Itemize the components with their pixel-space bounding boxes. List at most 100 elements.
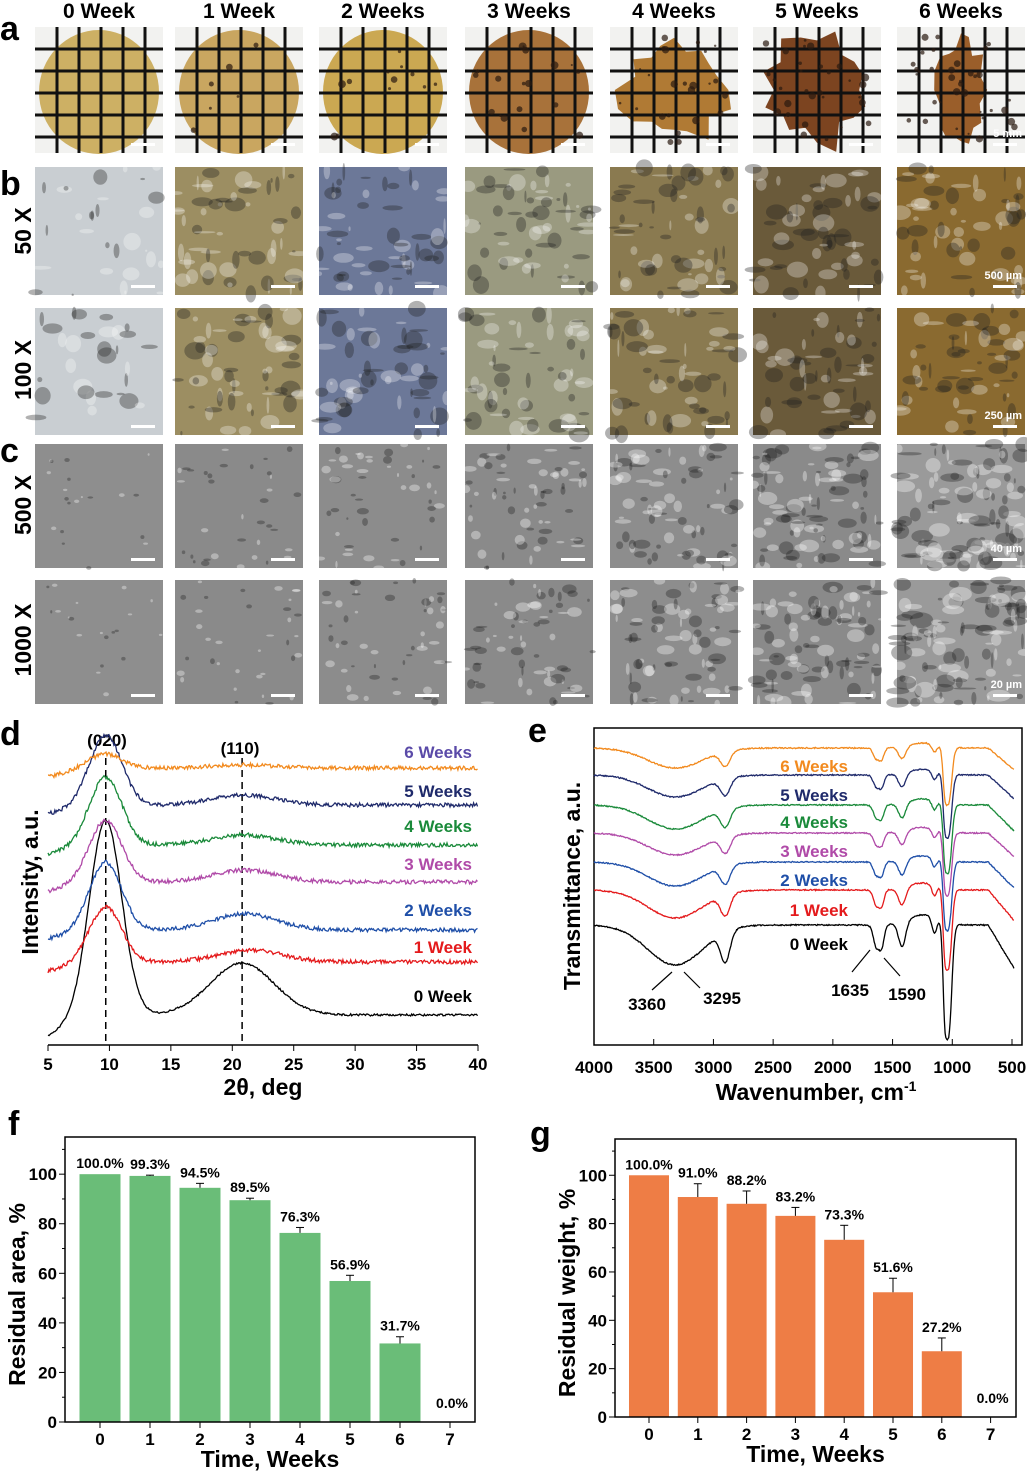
texture (832, 539, 844, 550)
dark-spot (973, 74, 977, 79)
texture (75, 601, 79, 604)
texture (413, 396, 432, 400)
texture (156, 291, 164, 295)
data-label: 94.5% (180, 1164, 220, 1180)
texture (857, 611, 861, 617)
texture (330, 508, 340, 513)
texture (569, 446, 582, 450)
data-label: 51.6% (873, 1259, 913, 1275)
texture (923, 630, 932, 636)
texture (1002, 495, 1008, 505)
texture (428, 596, 435, 603)
texture (853, 538, 864, 549)
texture (45, 224, 49, 236)
texture (860, 511, 867, 524)
texture (557, 372, 567, 381)
texture (999, 379, 1015, 382)
texture (393, 239, 411, 253)
texture (565, 182, 571, 187)
texture (256, 520, 265, 525)
texture (143, 542, 148, 545)
dark-spot (981, 116, 984, 120)
texture (356, 508, 369, 515)
texture (183, 252, 192, 270)
texture (568, 461, 581, 465)
texture (895, 176, 917, 182)
texture (860, 506, 865, 510)
texture (338, 273, 346, 277)
texture (520, 424, 540, 435)
texture (998, 599, 1003, 603)
texture (822, 535, 826, 543)
micrograph (319, 308, 447, 435)
texture (826, 239, 833, 248)
texture (176, 480, 185, 483)
dark-spot (915, 73, 918, 76)
x-tick-label: 7 (986, 1425, 995, 1444)
texture (440, 660, 453, 664)
photo-b-1 (168, 162, 310, 303)
texture (957, 560, 970, 572)
texture (298, 277, 303, 291)
texture (673, 500, 682, 513)
texture (321, 465, 331, 474)
texture (920, 272, 927, 289)
texture (115, 345, 119, 355)
y-axis-title: Residual weight, % (554, 1189, 580, 1397)
texture (390, 558, 400, 562)
texture (993, 383, 1000, 388)
texture (234, 700, 239, 704)
dark-spot (766, 72, 771, 77)
texture (203, 558, 211, 561)
texture (430, 407, 449, 425)
texture (640, 260, 656, 277)
texture (316, 271, 323, 277)
dark-spot (803, 44, 806, 48)
texture (410, 388, 413, 398)
column-header: 6 Weeks (919, 0, 1003, 23)
texture (902, 375, 922, 385)
texture (248, 250, 266, 265)
texture (550, 673, 566, 684)
texture (469, 504, 473, 508)
x-tick-label: 20 (223, 1055, 242, 1074)
texture (326, 510, 332, 517)
texture (538, 469, 548, 477)
texture (290, 206, 301, 219)
texture (469, 314, 485, 327)
texture (185, 656, 190, 661)
texture (830, 485, 836, 491)
texture (891, 644, 913, 661)
texture (921, 538, 925, 545)
texture (284, 548, 293, 552)
texture (724, 685, 730, 693)
panel-label-a: a (0, 10, 20, 48)
texture (723, 505, 739, 515)
texture (494, 372, 510, 388)
texture (647, 350, 664, 354)
texture (430, 235, 448, 250)
y-tick-label: 40 (588, 1311, 607, 1330)
texture (256, 674, 263, 679)
texture (1014, 282, 1022, 299)
texture (772, 239, 794, 251)
axis-frame (64, 1136, 476, 1423)
texture (918, 386, 929, 391)
texture (647, 558, 652, 565)
texture (623, 319, 644, 337)
data-label: 0.0% (436, 1395, 468, 1411)
texture (270, 239, 277, 258)
texture (265, 560, 269, 565)
texture (787, 357, 808, 364)
texture (982, 551, 989, 563)
texture (811, 504, 817, 507)
texture (629, 543, 636, 553)
texture (119, 330, 137, 338)
texture (998, 584, 1004, 588)
texture (611, 193, 627, 203)
texture (93, 169, 108, 185)
texture (697, 249, 705, 255)
texture (857, 284, 860, 302)
texture (368, 260, 390, 273)
texture (643, 329, 654, 340)
